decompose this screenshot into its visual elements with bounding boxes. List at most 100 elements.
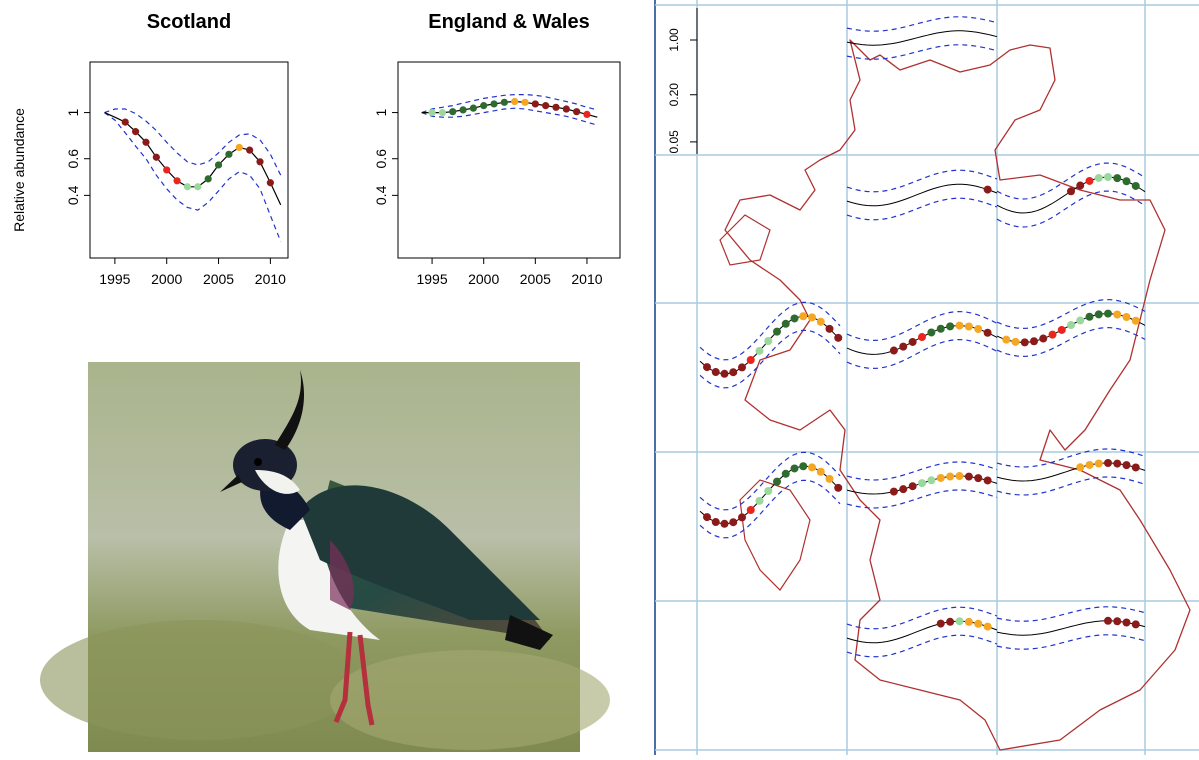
data-point xyxy=(480,102,487,109)
mini-point xyxy=(1076,316,1084,324)
mini-point xyxy=(1123,177,1131,185)
mini-point xyxy=(956,617,964,625)
data-point xyxy=(583,111,590,118)
mini-point xyxy=(808,313,816,321)
photo xyxy=(40,362,610,752)
mini-point xyxy=(1076,463,1084,471)
mini-point xyxy=(909,482,917,490)
mini-point xyxy=(890,488,898,496)
mini-point xyxy=(984,186,992,194)
mini-point xyxy=(927,476,935,484)
mini-point xyxy=(799,312,807,320)
x-tick-label: 2005 xyxy=(203,271,234,287)
mini-band xyxy=(997,635,1145,649)
y-tick-label: 0.6 xyxy=(373,149,389,169)
mini-point xyxy=(1104,310,1112,318)
y-tick-label: 0.4 xyxy=(373,185,389,205)
mini-point xyxy=(1113,460,1121,468)
mini-point xyxy=(1086,313,1094,321)
mini-point xyxy=(1095,174,1103,182)
mini-point xyxy=(799,462,807,470)
map-scale-label: 1.00 xyxy=(667,28,681,52)
data-point xyxy=(122,118,129,125)
chart-title: England & Wales xyxy=(428,11,590,33)
mini-point xyxy=(1067,187,1075,195)
data-point xyxy=(428,109,435,116)
y-tick-label: 1 xyxy=(65,108,81,116)
mini-point xyxy=(773,478,781,486)
data-point xyxy=(542,102,549,109)
trend-line xyxy=(422,102,598,118)
data-point xyxy=(132,128,139,135)
x-tick-label: 1995 xyxy=(99,271,130,287)
data-point xyxy=(142,139,149,146)
mini-band xyxy=(847,170,997,192)
confidence-band xyxy=(105,113,281,242)
mini-point xyxy=(1021,338,1029,346)
mini-point xyxy=(918,333,926,341)
mini-point xyxy=(974,620,982,628)
mini-point xyxy=(729,368,737,376)
mini-point xyxy=(791,464,799,472)
data-point xyxy=(236,144,243,151)
mini-point xyxy=(764,487,772,495)
mini-point xyxy=(1076,182,1084,190)
mini-point xyxy=(1104,173,1112,181)
mini-point xyxy=(1095,310,1103,318)
mini-point xyxy=(721,520,729,528)
data-point xyxy=(215,161,222,168)
mini-point xyxy=(946,618,954,626)
data-point xyxy=(501,99,508,106)
mini-point xyxy=(937,474,945,482)
mini-point xyxy=(937,325,945,333)
x-tick-label: 1995 xyxy=(416,271,447,287)
x-tick-label: 2010 xyxy=(255,271,286,287)
mini-point xyxy=(974,474,982,482)
mini-point xyxy=(712,518,720,526)
mini-point xyxy=(1067,321,1075,329)
mini-point xyxy=(738,363,746,371)
data-point xyxy=(521,99,528,106)
mini-point xyxy=(927,328,935,336)
data-point xyxy=(173,177,180,184)
mini-point xyxy=(826,475,834,483)
mini-point xyxy=(918,479,926,487)
data-point xyxy=(573,108,580,115)
mini-point xyxy=(1132,463,1140,471)
mini-band xyxy=(700,452,840,510)
mini-point xyxy=(1113,174,1121,182)
data-point xyxy=(459,106,466,113)
mini-point xyxy=(1132,620,1140,628)
data-point xyxy=(184,183,191,190)
mini-point xyxy=(965,473,973,481)
mini-point xyxy=(1113,617,1121,625)
data-point xyxy=(246,147,253,154)
mini-point xyxy=(965,323,973,331)
mini-point xyxy=(1132,182,1140,190)
mini-point xyxy=(817,468,825,476)
mini-point xyxy=(756,497,764,505)
mini-point xyxy=(899,485,907,493)
mini-trend xyxy=(847,31,997,45)
mini-point xyxy=(782,470,790,478)
mini-point xyxy=(721,370,729,378)
mini-point xyxy=(1002,336,1010,344)
mini-band xyxy=(997,191,1145,227)
data-point xyxy=(439,109,446,116)
data-point xyxy=(532,100,539,107)
mini-point xyxy=(747,356,755,364)
mini-point xyxy=(826,325,834,333)
mini-point xyxy=(1058,326,1066,334)
page: Relative abundance Scotland1995200020052… xyxy=(0,0,1199,760)
confidence-band xyxy=(105,109,281,175)
mini-point xyxy=(1086,177,1094,185)
y-tick-label: 0.4 xyxy=(65,185,81,205)
mini-band xyxy=(997,477,1145,495)
data-point xyxy=(267,179,274,186)
mini-point xyxy=(1086,461,1094,469)
trend-line xyxy=(105,113,281,205)
mini-point xyxy=(1039,335,1047,343)
y-axis-title: Relative abundance xyxy=(11,108,27,232)
mini-point xyxy=(703,513,711,521)
mini-point xyxy=(937,620,945,628)
